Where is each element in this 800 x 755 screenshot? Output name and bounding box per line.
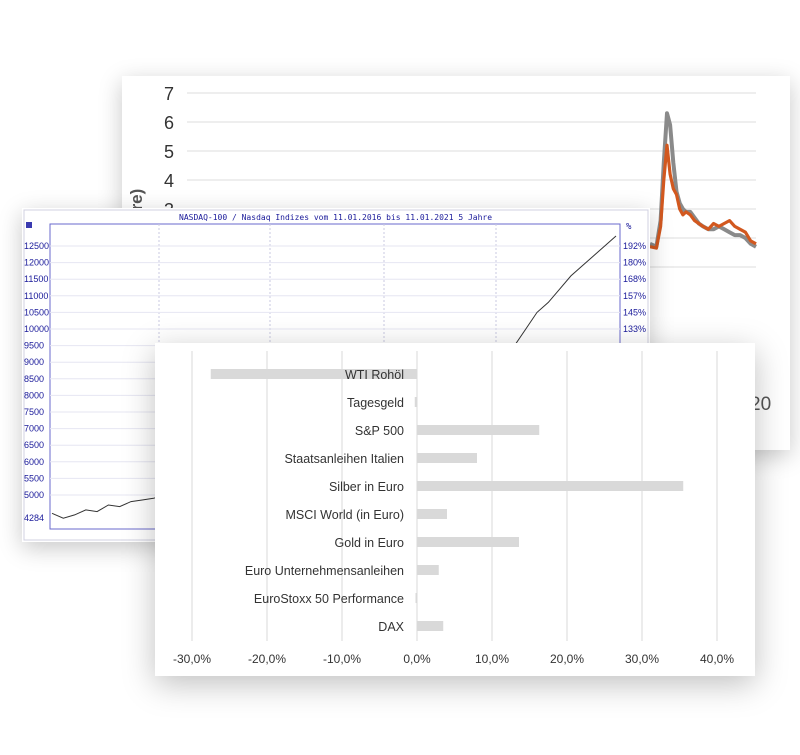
- nasdaq-left-marker-icon: [26, 222, 32, 228]
- bar-9: [415, 593, 417, 603]
- nasdaq-right-tick: 133%: [623, 324, 646, 334]
- zscore-series-line-2: [649, 143, 757, 250]
- bar-category-label: Euro Unternehmensanleihen: [245, 564, 404, 578]
- nasdaq-left-tick: 5000: [24, 490, 44, 500]
- zscore-y-tick: 4: [164, 171, 174, 191]
- nasdaq-left-tick: 6000: [24, 457, 44, 467]
- nasdaq-left-tick: 6500: [24, 440, 44, 450]
- nasdaq-left-tick: 10500: [24, 307, 49, 317]
- nasdaq-left-tick: 12000: [24, 258, 49, 268]
- bar-chart-x-tick: 10,0%: [475, 652, 509, 666]
- zscore-series-line-1: [649, 111, 757, 249]
- bar-chart-x-tick: -10,0%: [323, 652, 361, 666]
- zscore-x-tick-partial: 20: [750, 394, 771, 415]
- bar-category-label: DAX: [378, 620, 404, 634]
- nasdaq-left-tick: 9000: [24, 357, 44, 367]
- nasdaq-left-tick: 11000: [24, 291, 48, 301]
- zscore-y-tick: 5: [164, 142, 174, 162]
- bar-category-label: S&P 500: [355, 424, 404, 438]
- nasdaq-chart-title: NASDAQ-100 / Nasdaq Indizes vom 11.01.20…: [179, 213, 492, 222]
- bar-chart-x-tick: 40,0%: [700, 652, 734, 666]
- nasdaq-left-tick: 12500: [24, 241, 49, 251]
- bar-chart-x-tick: -30,0%: [173, 652, 211, 666]
- returns-bar-chart-card: WTI Rohöl Tagesgeld S&P 500 Staatsanleihen …: [155, 343, 755, 676]
- bar-chart-x-tick: 20,0%: [550, 652, 584, 666]
- bar-category-label: MSCI World (in Euro): [285, 508, 404, 522]
- bar-category-label: WTI Rohöl: [345, 368, 404, 382]
- zscore-y-tick: 6: [164, 113, 174, 133]
- bar-category-label: Tagesgeld: [347, 396, 404, 410]
- bar-category-label: Gold in Euro: [335, 536, 405, 550]
- bar-8: [417, 565, 439, 575]
- bar-5: [417, 481, 684, 491]
- bar-category-label: EuroStoxx 50 Performance: [254, 592, 404, 606]
- bar-category-label: Staatsanleihen Italien: [284, 452, 404, 466]
- bar-category-label: Silber in Euro: [329, 480, 404, 494]
- zscore-y-tick: 7: [164, 84, 174, 104]
- bar-4: [417, 453, 477, 463]
- bar-1: [210, 369, 417, 379]
- nasdaq-left-tick: 9500: [24, 341, 44, 351]
- nasdaq-right-unit: %: [626, 222, 632, 232]
- nasdaq-left-tick: 10000: [24, 324, 49, 334]
- nasdaq-left-tick: 8500: [24, 374, 44, 384]
- bar-10: [417, 621, 444, 631]
- nasdaq-left-tick: 7000: [24, 424, 44, 434]
- nasdaq-right-tick: 157%: [623, 291, 646, 301]
- nasdaq-left-tick: 5500: [24, 473, 44, 483]
- nasdaq-right-tick: 180%: [623, 258, 646, 268]
- bar-3: [417, 425, 540, 435]
- nasdaq-left-tick: 7500: [24, 407, 44, 417]
- bar-6: [417, 509, 447, 519]
- bar-2: [414, 397, 417, 407]
- nasdaq-right-tick: 192%: [623, 241, 646, 251]
- bar-chart-x-tick: 30,0%: [625, 652, 659, 666]
- nasdaq-left-tick: 11500: [24, 274, 48, 284]
- nasdaq-left-tick: 4284: [24, 513, 44, 523]
- returns-bar-chart: WTI Rohöl Tagesgeld S&P 500 Staatsanleihen …: [173, 351, 734, 666]
- bar-7: [417, 537, 519, 547]
- nasdaq-right-tick: 168%: [623, 274, 646, 284]
- bar-chart-x-tick: -20,0%: [248, 652, 286, 666]
- nasdaq-right-tick: 145%: [623, 307, 646, 317]
- nasdaq-left-tick: 8000: [24, 390, 44, 400]
- bar-chart-x-tick: 0,0%: [403, 652, 431, 666]
